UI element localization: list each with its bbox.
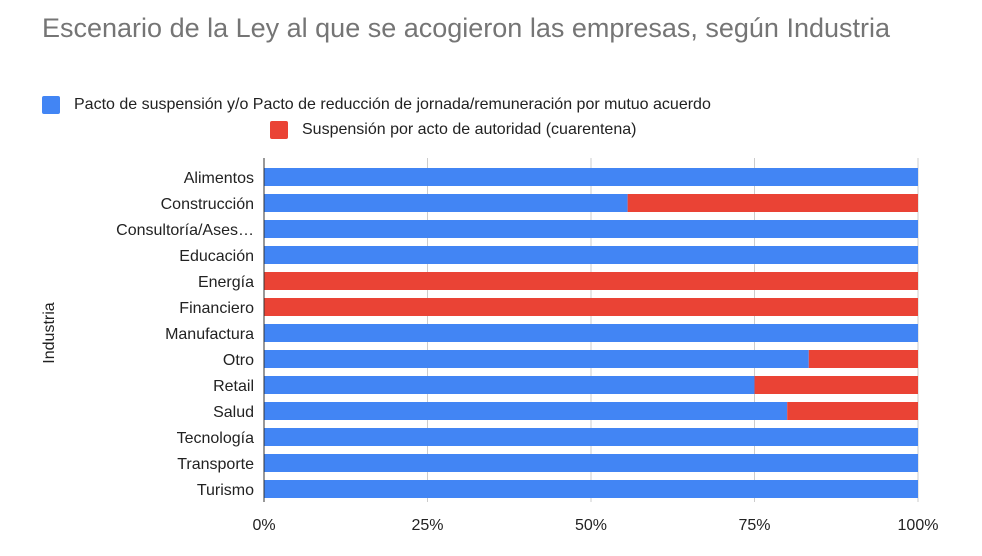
legend-label: Suspensión por acto de autoridad (cuaren…: [302, 121, 637, 138]
bar-segment: [264, 298, 918, 316]
bar-segment: [787, 402, 918, 420]
x-tick-label: 100%: [898, 517, 939, 534]
y-tick-label: Energía: [198, 274, 254, 291]
legend-swatch: [42, 96, 60, 114]
legend-label: Pacto de suspensión y/o Pacto de reducci…: [74, 96, 711, 113]
bar-segment: [264, 220, 918, 238]
y-tick-label: Retail: [213, 378, 254, 395]
bar-segment: [264, 376, 755, 394]
y-tick-label: Alimentos: [184, 170, 254, 187]
bar-segment: [264, 350, 809, 368]
x-tick-label: 0%: [252, 517, 275, 534]
y-tick-label: Educación: [179, 248, 254, 265]
bar-segment: [264, 168, 918, 186]
bar-segment: [264, 246, 918, 264]
y-tick-label: Salud: [213, 404, 254, 421]
y-tick-label: Transporte: [177, 456, 254, 473]
bar-segment: [264, 402, 788, 420]
bar-segment: [754, 376, 918, 394]
y-axis-title: Industria: [41, 302, 58, 363]
bar-segment: [264, 480, 918, 498]
x-tick-label: 50%: [575, 517, 607, 534]
bar-segment: [808, 350, 918, 368]
legend-item-pacto[interactable]: Pacto de suspensión y/o Pacto de reducci…: [42, 96, 711, 114]
y-tick-label: Turismo: [197, 482, 254, 499]
bar-segment: [264, 428, 918, 446]
chart-title: Escenario de la Ley al que se acogieron …: [42, 13, 891, 43]
y-tick-label: Construcción: [161, 196, 254, 213]
x-tick-label: 25%: [411, 517, 443, 534]
legend-swatch: [270, 121, 288, 139]
y-tick-label: Consultoría/Ases…: [116, 222, 254, 239]
bar-segment: [264, 194, 628, 212]
bar-segment: [264, 454, 918, 472]
y-tick-label: Tecnología: [177, 430, 254, 447]
bar-segment: [264, 272, 918, 290]
y-tick-label: Otro: [223, 352, 254, 369]
x-tick-label: 75%: [738, 517, 770, 534]
y-tick-label: Manufactura: [165, 326, 254, 343]
bar-segment: [264, 324, 918, 342]
legend-item-suspension[interactable]: Suspensión por acto de autoridad (cuaren…: [270, 121, 636, 139]
y-tick-label: Financiero: [179, 300, 254, 317]
bar-segment: [627, 194, 918, 212]
